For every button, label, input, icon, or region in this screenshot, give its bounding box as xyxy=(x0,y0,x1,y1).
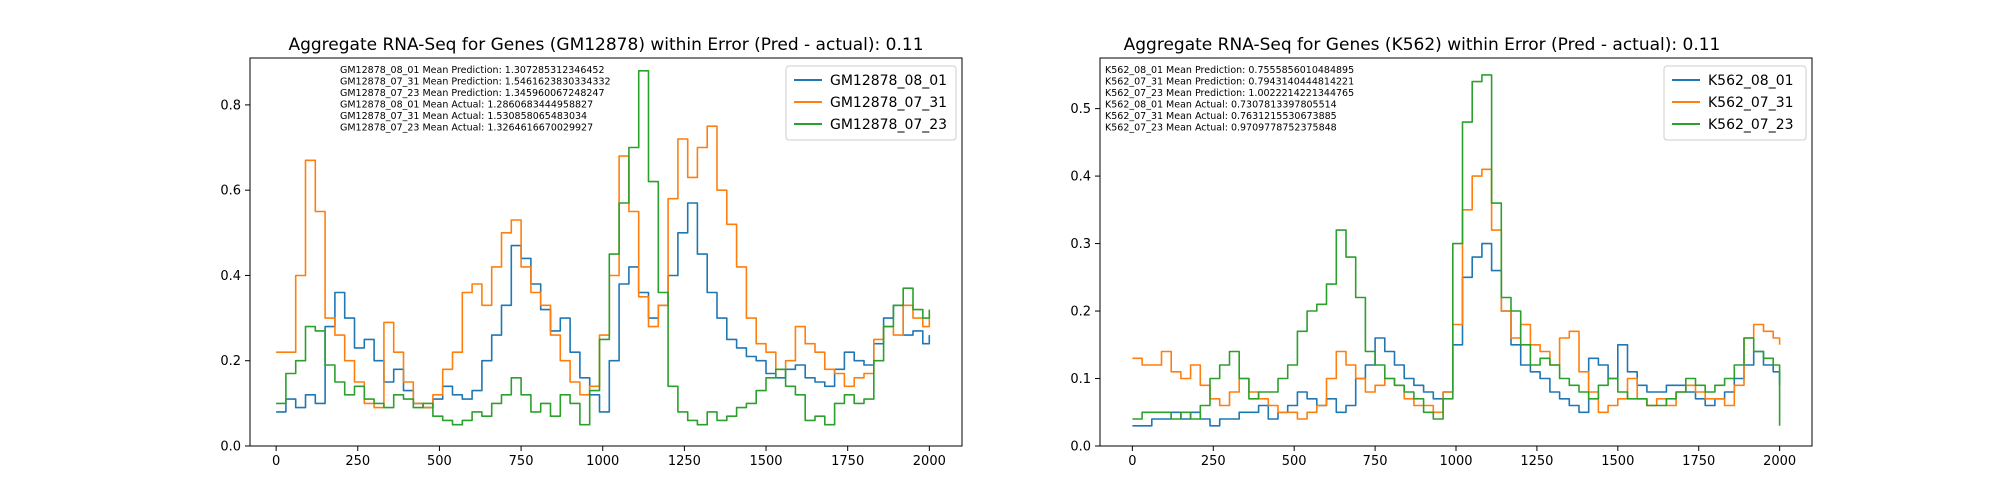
annotation-text: GM12878_07_31 Mean Actual: 1.53085806548… xyxy=(340,111,587,122)
legend-label: K562_08_01 xyxy=(1708,73,1794,89)
x-tick-label: 0 xyxy=(272,454,280,469)
x-tick-label: 1000 xyxy=(586,454,619,469)
annotation-text: K562_07_31 Mean Prediction: 0.7943140444… xyxy=(1105,77,1354,88)
x-tick-label: 1500 xyxy=(1601,454,1634,469)
legend-label: GM12878_07_31 xyxy=(830,95,947,111)
y-tick-label: 0.6 xyxy=(220,184,241,199)
annotation-text: K562_08_01 Mean Prediction: 0.7555856010… xyxy=(1105,65,1354,76)
y-tick-label: 0.2 xyxy=(1070,305,1091,320)
legend-label: GM12878_07_23 xyxy=(830,117,947,133)
plot-frame xyxy=(1099,57,1813,447)
annotation-text: K562_08_01 Mean Actual: 0.73078133978055… xyxy=(1105,100,1337,111)
series-line-K562_07_23 xyxy=(1132,74,1781,426)
annotation-text: GM12878_08_01 Mean Actual: 1.28606834449… xyxy=(340,100,593,111)
series-line-GM12878_07_23 xyxy=(276,70,931,426)
y-tick-label: 0.0 xyxy=(220,440,241,455)
annotation-text: K562_07_23 Mean Actual: 0.97097787523758… xyxy=(1105,123,1337,134)
chart-title: Aggregate RNA-Seq for Genes (K562) withi… xyxy=(1124,35,1721,55)
x-tick-label: 2000 xyxy=(1763,454,1796,469)
series-line-GM12878_08_01 xyxy=(276,202,931,413)
y-tick-label: 0.2 xyxy=(220,354,241,369)
annotation-text: K562_07_31 Mean Actual: 0.76312155306738… xyxy=(1105,111,1337,122)
y-tick-label: 0.4 xyxy=(1070,170,1091,185)
annotation-text: GM12878_08_01 Mean Prediction: 1.3072853… xyxy=(340,65,605,76)
plot-frame xyxy=(249,57,963,447)
axis-ticks: 0 250 500 750 1000 1250 1500 1750 2000 0.0 0.1 0.2 0… xyxy=(1070,102,1796,469)
x-tick-label: 1750 xyxy=(831,454,864,469)
y-tick-label: 0.3 xyxy=(1070,237,1091,252)
annotation-text: GM12878_07_23 Mean Actual: 1.32646166700… xyxy=(340,123,593,134)
x-tick-label: 250 xyxy=(345,454,370,469)
annotation-text: K562_07_23 Mean Prediction: 1.0022214221… xyxy=(1105,88,1354,99)
x-tick-label: 750 xyxy=(1363,454,1388,469)
annotations: K562_08_01 Mean Prediction: 0.7555856010… xyxy=(1105,65,1354,134)
legend-label: K562_07_31 xyxy=(1708,95,1794,111)
x-tick-label: 250 xyxy=(1201,454,1226,469)
legend-label: GM12878_08_01 xyxy=(830,73,947,89)
x-tick-label: 1500 xyxy=(749,454,782,469)
axis-ticks: 0 250 500 750 1000 1250 1500 1750 2000 0.0 0.2 0.4 0… xyxy=(220,98,946,469)
legend-label: K562_07_23 xyxy=(1708,117,1794,133)
x-tick-label: 1250 xyxy=(668,454,701,469)
legend: GM12878_08_01 GM12878_07_31 GM12878_07_23 xyxy=(785,65,957,141)
x-tick-label: 0 xyxy=(1128,454,1136,469)
legend-box xyxy=(1663,65,1807,141)
annotations: GM12878_08_01 Mean Prediction: 1.3072853… xyxy=(340,65,611,134)
x-tick-label: 1750 xyxy=(1682,454,1715,469)
y-tick-label: 0.8 xyxy=(220,98,241,113)
annotation-text: GM12878_07_23 Mean Prediction: 1.3459600… xyxy=(340,88,605,99)
chart-k562: Aggregate RNA-Seq for Genes (K562) withi… xyxy=(1070,35,1813,469)
y-tick-label: 0.5 xyxy=(1070,102,1091,117)
chart-gm12878: Aggregate RNA-Seq for Genes (GM12878) wi… xyxy=(220,35,963,469)
series-lines xyxy=(1132,74,1781,427)
legend-box xyxy=(785,65,957,141)
series-lines xyxy=(276,70,931,426)
x-tick-label: 1000 xyxy=(1439,454,1472,469)
x-tick-label: 750 xyxy=(509,454,534,469)
x-tick-label: 500 xyxy=(1282,454,1307,469)
x-tick-label: 2000 xyxy=(913,454,946,469)
x-tick-label: 500 xyxy=(427,454,452,469)
y-tick-label: 0.0 xyxy=(1070,440,1091,455)
legend: K562_08_01 K562_07_31 K562_07_23 xyxy=(1663,65,1807,141)
annotation-text: GM12878_07_31 Mean Prediction: 1.5461623… xyxy=(340,77,611,88)
series-line-K562_07_31 xyxy=(1132,168,1781,420)
x-tick-label: 1250 xyxy=(1520,454,1553,469)
y-tick-label: 0.4 xyxy=(220,269,241,284)
chart-title: Aggregate RNA-Seq for Genes (GM12878) wi… xyxy=(288,35,923,55)
series-line-GM12878_07_31 xyxy=(276,125,931,409)
y-tick-label: 0.1 xyxy=(1070,372,1091,387)
